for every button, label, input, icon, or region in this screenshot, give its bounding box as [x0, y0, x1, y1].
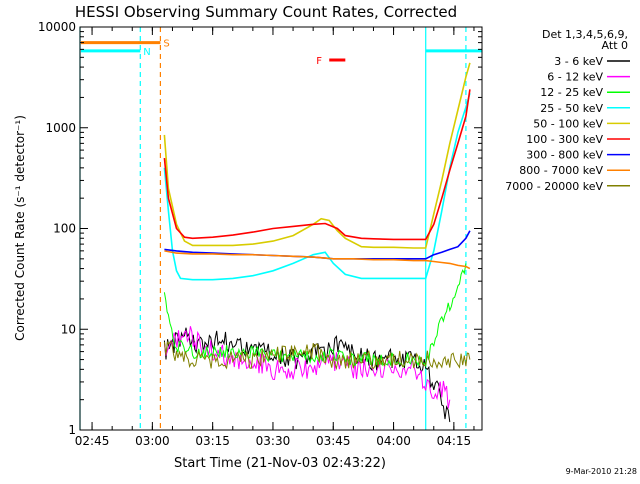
legend-entry-label: 3 - 6 keV [554, 55, 603, 68]
flag-label: S [163, 39, 169, 50]
y-tick-label: 10 [61, 322, 76, 336]
x-tick-label: 03:15 [195, 434, 230, 448]
x-tick-label: 04:15 [437, 434, 472, 448]
series-line [163, 93, 471, 281]
series-line [163, 62, 471, 249]
x-tick-label: 03:45 [316, 434, 351, 448]
legend-entry-label: 12 - 25 keV [540, 86, 603, 99]
flag-label: N [143, 47, 150, 58]
plot-area: S N F [79, 27, 482, 430]
x-tick-label: 03:00 [135, 434, 170, 448]
series-line [163, 263, 467, 368]
chart-title: HESSI Observing Summary Count Rates, Cor… [75, 3, 457, 21]
x-tick-label: 02:45 [75, 434, 110, 448]
y-tick-label: 10000 [38, 20, 76, 34]
y-axis-label: Corrected Count Rate (s⁻¹ detector⁻¹) [13, 115, 27, 341]
series-line [164, 250, 471, 270]
legend-entry-label: 25 - 50 keV [540, 102, 603, 115]
x-axis: 02:45 03:00 03:15 03:30 03:45 04:00 04:15 [75, 27, 475, 448]
x-axis-label: Start Time (21-Nov-03 02:43:22) [174, 456, 386, 471]
flag-label: F [316, 56, 322, 67]
footer-timestamp: 9-Mar-2010 21:28 [566, 467, 637, 476]
x-tick-label: 04:00 [376, 434, 411, 448]
y-tick-label: 100 [53, 222, 76, 236]
series-line [163, 326, 451, 409]
series-line [163, 89, 471, 241]
legend: Det 1,3,4,5,6,9,Att 0 3 - 6 keV 6 - 12 keV… [505, 28, 630, 193]
x-tick-label: 03:30 [256, 434, 291, 448]
legend-entry-label: 50 - 100 keV [533, 117, 603, 130]
legend-entry-label: 100 - 300 keV [526, 133, 603, 146]
y-tick-label: 1 [68, 423, 76, 437]
y-tick-label: 1000 [45, 121, 76, 135]
series-line [163, 340, 471, 371]
legend-title: Att 0 [602, 39, 628, 52]
legend-entry-label: 7000 - 20000 keV [505, 180, 603, 193]
legend-entry-label: 6 - 12 keV [547, 71, 603, 84]
y-axis: 1 10 100 1000 10000 [38, 20, 482, 437]
legend-title: Det 1,3,4,5,6,9, [542, 28, 628, 41]
legend-entry-label: 300 - 800 keV [526, 149, 603, 162]
legend-entry-label: 800 - 7000 keV [519, 164, 603, 177]
